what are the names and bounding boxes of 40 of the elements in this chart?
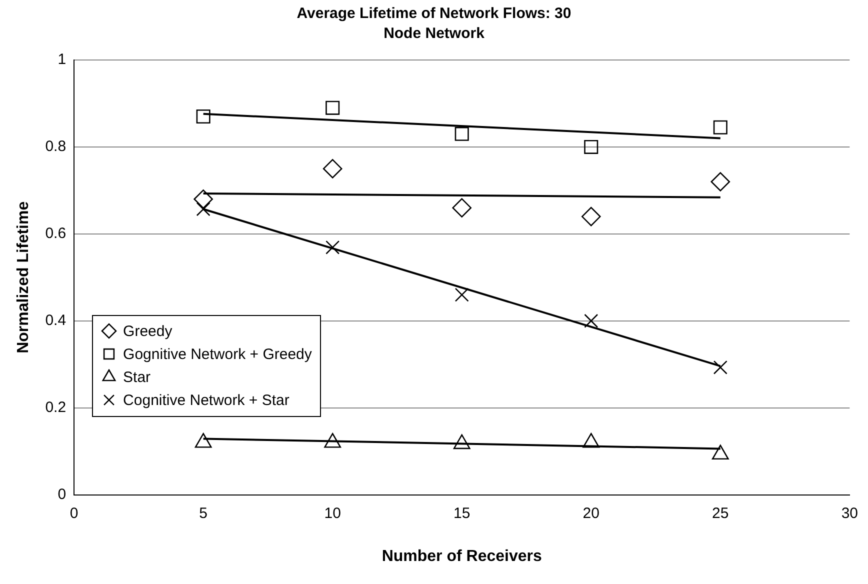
- x-tick-label: 10: [324, 504, 341, 522]
- y-tick-label: 0.2: [45, 398, 66, 416]
- point: [454, 288, 469, 302]
- point: [194, 189, 213, 209]
- y-tick-label: 0.8: [45, 138, 66, 156]
- legend-label: Gognitive Network + Greedy: [123, 344, 312, 365]
- point: [453, 434, 470, 450]
- x-axis-title: Number of Receivers: [382, 548, 542, 565]
- y-axis-title: Normalized Lifetime: [15, 201, 32, 354]
- point: [452, 198, 472, 218]
- legend-label: Star: [123, 368, 151, 388]
- x-tick-label: 15: [454, 504, 470, 522]
- point: [712, 444, 729, 460]
- point: [326, 240, 340, 254]
- x-tick-label: 20: [582, 504, 600, 522]
- x-tick-label: 0: [70, 504, 78, 522]
- chart-title: Average Lifetime of Network Flows: 30 Node Network: [296, 4, 572, 44]
- point: [584, 314, 598, 328]
- x-tick-label: 25: [712, 504, 729, 522]
- y-tick-label: 1: [58, 51, 66, 68]
- point: [326, 100, 340, 115]
- point: [710, 172, 730, 192]
- legend-label: Greedy: [123, 322, 172, 342]
- legend-label: Cognitive Network + Star: [123, 390, 290, 411]
- point: [196, 202, 210, 216]
- y-tick-label: 0: [58, 486, 66, 503]
- y-tick-label: 0.6: [45, 225, 66, 242]
- x-tick-label: 30: [841, 504, 858, 522]
- point: [713, 360, 728, 374]
- point: [196, 110, 210, 124]
- point: [454, 126, 469, 141]
- y-tick-label: 0.4: [45, 312, 66, 330]
- point: [584, 140, 598, 154]
- point: [582, 432, 600, 448]
- point: [322, 159, 342, 178]
- point: [194, 432, 212, 448]
- point: [324, 432, 342, 448]
- x-tick-label: 5: [199, 504, 208, 522]
- point: [581, 206, 601, 226]
- point: [713, 120, 728, 134]
